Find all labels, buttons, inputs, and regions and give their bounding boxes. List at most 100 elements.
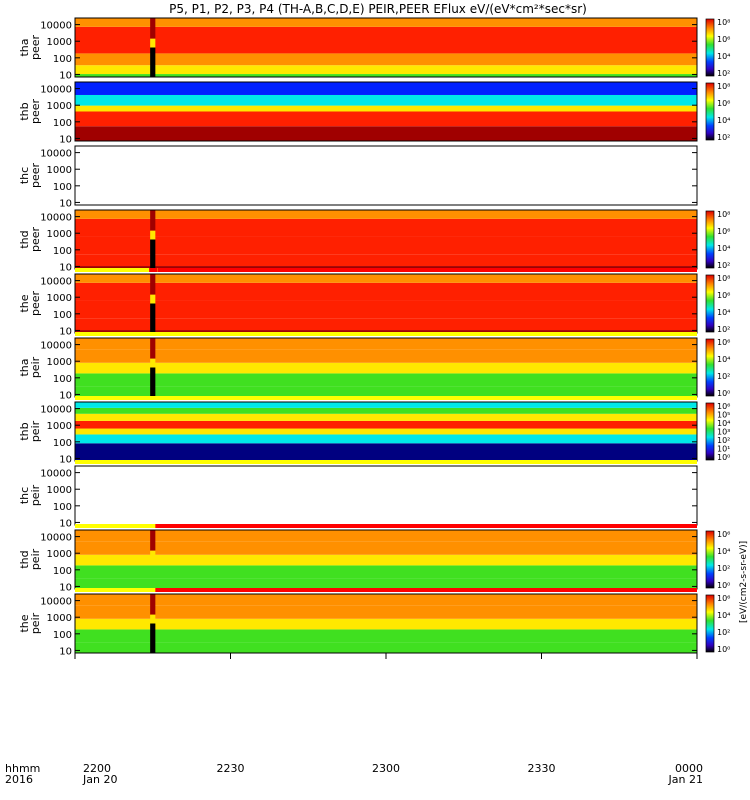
x-tick-label-time: 2200 bbox=[83, 762, 111, 775]
y-tick-label: 10000 bbox=[40, 533, 72, 544]
heatmap-band bbox=[75, 274, 697, 283]
data-gap-mid bbox=[150, 614, 156, 624]
heatmap-band bbox=[75, 618, 697, 630]
colorbar-tick-label: 10⁶ bbox=[717, 291, 730, 300]
y-tick-label: 10 bbox=[59, 70, 72, 81]
x-row2-label: 2016 bbox=[5, 773, 33, 786]
data-gap-black bbox=[150, 303, 156, 333]
data-gap-black bbox=[150, 239, 156, 269]
panel-frame bbox=[74, 145, 698, 206]
heatmap-band bbox=[75, 282, 697, 301]
y-tick-label: 100 bbox=[53, 438, 72, 449]
heatmap-band bbox=[75, 74, 697, 77]
x-tick-label-date: Jan 21 bbox=[668, 773, 703, 786]
panel-product-label: peer bbox=[29, 35, 42, 61]
quality-flag-bar-red bbox=[157, 268, 698, 272]
heatmap-band bbox=[75, 349, 697, 363]
panel-probe-label: thc bbox=[18, 487, 31, 504]
panel-probe-label: thd bbox=[18, 550, 31, 568]
heatmap-band bbox=[75, 330, 697, 333]
x-tick-label-time: 2300 bbox=[372, 762, 400, 775]
colorbar-tick-label: 10⁴ bbox=[717, 244, 730, 253]
colorbar bbox=[705, 594, 715, 653]
y-tick-label: 1000 bbox=[47, 357, 72, 368]
y-tick-label: 10000 bbox=[40, 21, 72, 32]
colorbar-tick-label: 10⁶ bbox=[717, 227, 730, 236]
panel-product-label: peer bbox=[29, 227, 42, 253]
chart-title: P5, P1, P2, P3, P4 (TH-A,B,C,D,E) PEIR,P… bbox=[169, 2, 587, 16]
colorbar-tick-label: 10¹ bbox=[717, 445, 730, 454]
colorbar-tick-label: 10² bbox=[717, 564, 730, 573]
colorbar-tick-label: 10² bbox=[717, 436, 730, 445]
x-row1-label: hhmm bbox=[5, 762, 40, 775]
heatmap-band bbox=[75, 407, 697, 414]
heatmap-band bbox=[75, 578, 697, 589]
y-tick-label: 100 bbox=[53, 566, 72, 577]
y-tick-label: 10000 bbox=[40, 149, 72, 160]
panels-group: 10100100010000thapeer10²10⁴10⁶10⁸1010010… bbox=[18, 17, 749, 657]
colorbar bbox=[705, 82, 715, 141]
colorbar-tick-label: 10² bbox=[717, 628, 730, 637]
colorbar-tick-label: 10⁸ bbox=[717, 18, 730, 27]
heatmap-band bbox=[75, 111, 697, 127]
heatmap-band bbox=[75, 373, 697, 387]
y-tick-label: 100 bbox=[53, 54, 72, 65]
y-tick-label: 10000 bbox=[40, 85, 72, 96]
heatmap-band bbox=[75, 386, 697, 397]
colorbar-tick-label: 10⁶ bbox=[717, 402, 730, 411]
data-gap-black bbox=[150, 367, 156, 397]
data-gap-top bbox=[150, 338, 156, 359]
panel-probe-label: thb bbox=[18, 422, 31, 440]
y-tick-label: 10000 bbox=[40, 213, 72, 224]
heatmap-band bbox=[75, 65, 697, 75]
y-tick-label: 1000 bbox=[47, 229, 72, 240]
y-tick-label: 10 bbox=[59, 646, 72, 657]
y-tick-label: 10 bbox=[59, 134, 72, 145]
colorbar-tick-label: 10² bbox=[717, 133, 730, 142]
panel-product-label: peer bbox=[29, 163, 42, 189]
heatmap-band bbox=[75, 26, 697, 54]
heatmap-band bbox=[75, 126, 697, 141]
heatmap-band bbox=[75, 105, 697, 112]
panel-product-label: peir bbox=[29, 356, 42, 378]
colorbar-tick-label: 10⁴ bbox=[717, 308, 730, 317]
panel-probe-label: the bbox=[18, 614, 31, 632]
data-gap-black bbox=[150, 623, 156, 653]
panel-probe-label: thb bbox=[18, 102, 31, 120]
data-gap-top bbox=[150, 594, 156, 615]
y-tick-label: 100 bbox=[53, 182, 72, 193]
colorbar bbox=[705, 530, 715, 589]
panel-frame bbox=[74, 17, 698, 78]
colorbar bbox=[705, 274, 715, 333]
colorbar-tick-label: 10⁰ bbox=[717, 645, 730, 654]
colorbar-tick-label: 10³ bbox=[717, 428, 730, 437]
y-tick-label: 10000 bbox=[40, 469, 72, 480]
y-tick-label: 100 bbox=[53, 630, 72, 641]
heatmap-band bbox=[75, 605, 697, 619]
heatmap-band bbox=[75, 266, 697, 269]
data-gap-top bbox=[150, 210, 156, 231]
colorbar-tick-label: 10⁶ bbox=[717, 338, 730, 347]
colorbar-tick-label: 10⁴ bbox=[717, 355, 730, 364]
panel-frame bbox=[74, 465, 698, 526]
heatmap-band bbox=[75, 420, 697, 429]
y-tick-label: 10000 bbox=[40, 277, 72, 288]
colorbar-tick-label: 10⁸ bbox=[717, 274, 730, 283]
heatmap-band bbox=[75, 318, 697, 331]
heatmap-band bbox=[75, 413, 697, 421]
y-tick-label: 10 bbox=[59, 390, 72, 401]
heatmap-band bbox=[75, 94, 697, 106]
heatmap-band bbox=[75, 434, 697, 444]
y-tick-label: 10 bbox=[59, 454, 72, 465]
heatmap-band bbox=[75, 362, 697, 374]
heatmap-band bbox=[75, 18, 697, 27]
colorbar-tick-label: 10⁰ bbox=[717, 453, 730, 462]
quality-flag-bar-red bbox=[155, 524, 697, 528]
heatmap-band bbox=[75, 554, 697, 566]
heatmap-band bbox=[75, 210, 697, 219]
